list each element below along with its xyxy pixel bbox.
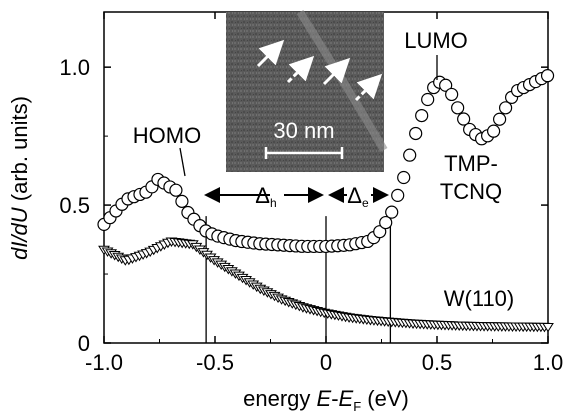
- tmp-tcnq-point: [379, 215, 393, 230]
- tmp-tcnq-point: [540, 69, 555, 83]
- y-tick-label: 1.0: [59, 55, 90, 80]
- tmp-tcnq-point: [397, 170, 411, 185]
- delta-h-label: Δh: [255, 183, 276, 210]
- tmp-tcnq-point: [403, 148, 417, 162]
- inset-arrow-dashed-1: [286, 55, 315, 84]
- x-tick-label: -0.5: [196, 350, 234, 375]
- tmp-tcnq-point: [373, 225, 387, 239]
- tmp-tcnq-label-1: TMP-: [444, 151, 498, 176]
- tmp-tcnq-point: [451, 101, 465, 115]
- scalebar-label: 30 nm: [273, 118, 334, 143]
- tmp-tcnq-point: [385, 205, 399, 219]
- series-w110: [98, 237, 554, 333]
- x-axis-title: energy E-EF (eV): [243, 386, 409, 412]
- w110-label: W(110): [444, 286, 515, 311]
- x-ticks: -1.0 -0.5 0 0.5 1.0: [85, 12, 563, 375]
- x-tick-label: 1.0: [533, 350, 564, 375]
- homo-label: HOMO: [133, 123, 201, 148]
- tmp-tcnq-point: [487, 124, 501, 138]
- tmp-tcnq-point: [175, 194, 189, 208]
- stm-inset: 30 nm: [226, 9, 388, 172]
- tmp-tcnq-point: [169, 183, 183, 197]
- homo-leader: [179, 147, 186, 177]
- delta-e-label: Δe: [347, 183, 369, 210]
- tmp-tcnq-point: [445, 87, 459, 102]
- tmp-tcnq-point: [493, 112, 507, 126]
- series-tmp-tcnq: [97, 69, 555, 254]
- lumo-label: LUMO: [404, 28, 468, 53]
- tmp-tcnq-label-2: TCNQ: [440, 179, 502, 204]
- y-tick-label: 0: [78, 331, 90, 356]
- y-tick-label: 0.5: [59, 193, 90, 218]
- y-ticks: 0 0.5 1.0: [59, 55, 548, 356]
- y-axis-title: dI/dU (arb. units): [7, 96, 32, 260]
- w110-point: [542, 322, 554, 333]
- tmp-tcnq-point: [415, 109, 429, 123]
- tmp-tcnq-point: [439, 78, 453, 92]
- x-tick-label: 0: [320, 350, 332, 375]
- tmp-tcnq-point: [391, 188, 405, 202]
- inset-arrow-solid-1: [256, 39, 285, 68]
- inset-arrow-dashed-2: [354, 73, 383, 102]
- x-tick-label: -1.0: [85, 350, 123, 375]
- inset-arrow-solid-2: [322, 57, 351, 86]
- tmp-tcnq-point: [409, 126, 423, 141]
- tmp-tcnq-point: [498, 101, 513, 115]
- x-tick-label: 0.5: [422, 350, 453, 375]
- tmp-tcnq-point: [457, 112, 471, 126]
- stm-inset-image: [226, 12, 384, 172]
- tmp-tcnq-point: [421, 92, 435, 107]
